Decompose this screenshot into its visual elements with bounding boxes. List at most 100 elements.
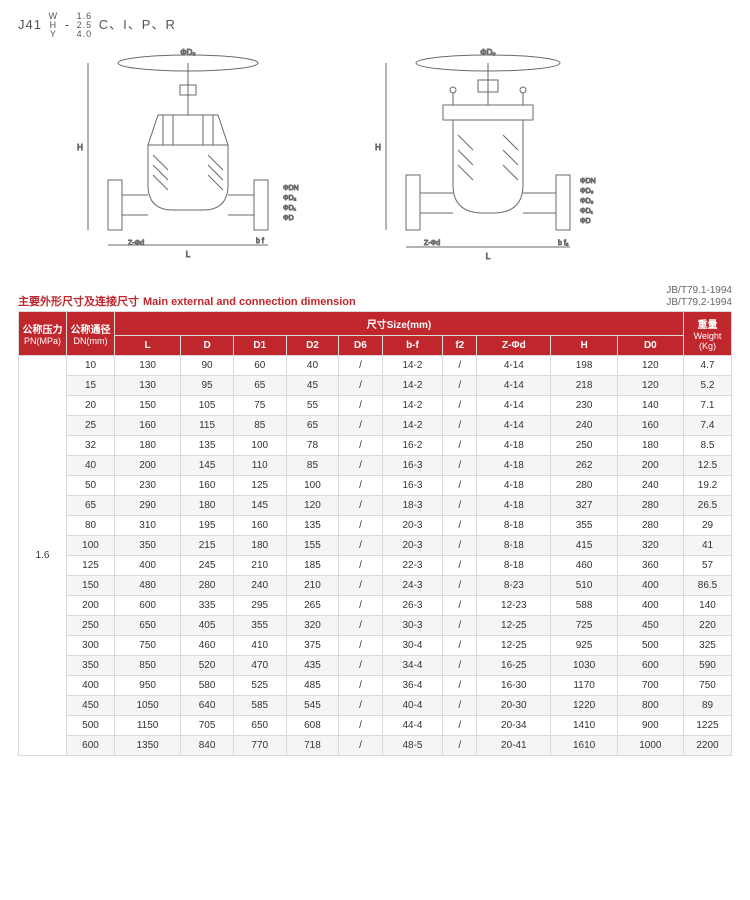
- table-header: 公称压力 PN(MPa) 公称通径 DN(mm) 尺寸Size(mm) 重量 W…: [19, 312, 732, 356]
- table-row: 6001350840770718/48-5/20-41161010002200: [19, 736, 732, 756]
- cell: 14-2: [382, 416, 443, 436]
- svg-text:ΦD₀: ΦD₀: [480, 48, 495, 57]
- cell: /: [339, 736, 382, 756]
- cell: /: [443, 576, 477, 596]
- cell: 45: [286, 376, 339, 396]
- cell: 4.7: [684, 356, 732, 376]
- cell: 240: [617, 476, 683, 496]
- model-code: J41 W H Y - 1.6 2.5 4.0 C、I、P、R: [18, 12, 732, 39]
- cell: 55: [286, 396, 339, 416]
- cell: /: [443, 396, 477, 416]
- svg-text:ΦD₆: ΦD₆: [580, 188, 594, 195]
- cell: 900: [617, 716, 683, 736]
- cell: 85: [286, 456, 339, 476]
- col-D1: D1: [233, 336, 286, 356]
- cell: 150: [67, 576, 115, 596]
- cell: 180: [181, 496, 234, 516]
- svg-text:ΦD: ΦD: [580, 218, 591, 225]
- cell: 145: [233, 496, 286, 516]
- cell: 545: [286, 696, 339, 716]
- cell: 100: [233, 436, 286, 456]
- cell: /: [443, 376, 477, 396]
- cell: /: [339, 356, 382, 376]
- cell: 588: [551, 596, 617, 616]
- cell: 210: [233, 556, 286, 576]
- cell: /: [443, 416, 477, 436]
- cell: 160: [233, 516, 286, 536]
- svg-text:ΦDN: ΦDN: [580, 178, 596, 185]
- cell: 4-14: [477, 376, 551, 396]
- col-weight: 重量 Weight (Kg): [684, 312, 732, 356]
- cell: 770: [233, 736, 286, 756]
- table-row: 300750460410375/30-4/12-25925500325: [19, 636, 732, 656]
- table-row: 3218013510078/16-2/4-182501808.5: [19, 436, 732, 456]
- cell: 4-18: [477, 476, 551, 496]
- cell: 1220: [551, 696, 617, 716]
- cell: /: [443, 476, 477, 496]
- cell: /: [443, 716, 477, 736]
- cell: 2200: [684, 736, 732, 756]
- standard-b: JB/T79.2-1994: [666, 297, 732, 308]
- cell: 335: [181, 596, 234, 616]
- cell: 44-4: [382, 716, 443, 736]
- cell: 600: [67, 736, 115, 756]
- cell: 78: [286, 436, 339, 456]
- cell: /: [443, 456, 477, 476]
- cell: 925: [551, 636, 617, 656]
- cell: 295: [233, 596, 286, 616]
- cell: 25: [67, 416, 115, 436]
- cell: 30-3: [382, 616, 443, 636]
- cell: /: [339, 616, 382, 636]
- cell: 200: [67, 596, 115, 616]
- cell: 75: [233, 396, 286, 416]
- table-row: 15130956545/14-2/4-142181205.2: [19, 376, 732, 396]
- svg-text:Z-Φd: Z-Φd: [424, 240, 440, 247]
- cell: 320: [617, 536, 683, 556]
- table-row: 65290180145120/18-3/4-1832728026.5: [19, 496, 732, 516]
- cell: 22-3: [382, 556, 443, 576]
- cell: 29: [684, 516, 732, 536]
- cell: 130: [115, 376, 181, 396]
- cell: 1150: [115, 716, 181, 736]
- svg-text:ΦD₀: ΦD₀: [180, 48, 195, 57]
- cell: 375: [286, 636, 339, 656]
- cell: 180: [617, 436, 683, 456]
- table-row: 5001150705650608/44-4/20-3414109001225: [19, 716, 732, 736]
- cell: 435: [286, 656, 339, 676]
- cell: 10: [67, 356, 115, 376]
- cell: 725: [551, 616, 617, 636]
- col-pn: 公称压力 PN(MPa): [19, 312, 67, 356]
- cell: /: [339, 676, 382, 696]
- table-caption: 主要外形尺寸及连接尺寸 Main external and connection…: [18, 293, 356, 309]
- cell: 26.5: [684, 496, 732, 516]
- cell: 12-25: [477, 636, 551, 656]
- cell: /: [443, 496, 477, 516]
- cell: 355: [233, 616, 286, 636]
- col-bf: b-f: [382, 336, 443, 356]
- cell: 400: [115, 556, 181, 576]
- cell: 310: [115, 516, 181, 536]
- cell: 16-25: [477, 656, 551, 676]
- cell: 240: [233, 576, 286, 596]
- cell: /: [339, 556, 382, 576]
- cell: 200: [617, 456, 683, 476]
- cell: 415: [551, 536, 617, 556]
- cell: /: [339, 656, 382, 676]
- cell: 120: [617, 376, 683, 396]
- cell: 14-2: [382, 396, 443, 416]
- cell: 4-18: [477, 456, 551, 476]
- cell: 20-3: [382, 516, 443, 536]
- cell: 262: [551, 456, 617, 476]
- cell: 89: [684, 696, 732, 716]
- cell: 450: [67, 696, 115, 716]
- cell: 750: [115, 636, 181, 656]
- cell: 16-30: [477, 676, 551, 696]
- cell: 16-3: [382, 476, 443, 496]
- cell: 280: [551, 476, 617, 496]
- cell: 290: [115, 496, 181, 516]
- cell: 65: [286, 416, 339, 436]
- valve-drawing-right: ΦD₀ L H ΦDN ΦD₆ ΦD₂: [358, 45, 618, 275]
- table-row: 1.610130906040/14-2/4-141981204.7: [19, 356, 732, 376]
- cell: 20-34: [477, 716, 551, 736]
- table-row: 80310195160135/20-3/8-1835528029: [19, 516, 732, 536]
